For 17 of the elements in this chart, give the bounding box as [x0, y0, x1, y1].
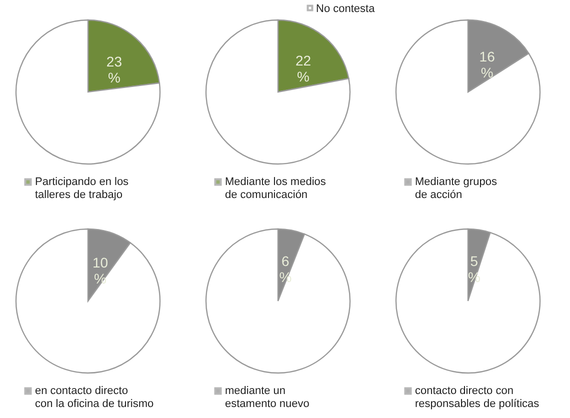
data-label: 23 %: [106, 53, 122, 86]
data-label: 10 %: [92, 254, 108, 286]
legend-label: mediante un estamento nuevo: [225, 385, 310, 410]
legend-label: Participando en los talleres de trabajo: [35, 176, 130, 201]
pie-slice: [15, 19, 161, 165]
pie-slice: [15, 228, 161, 374]
pie-slice: [205, 228, 351, 374]
legend-label: Mediante grupos de acción: [415, 176, 498, 201]
legend-label: No contesta: [316, 3, 376, 15]
data-label: 16 %: [479, 48, 496, 80]
legend-label: en contacto directo con la oficina de turismo: [35, 385, 154, 410]
pie-slice: [395, 228, 541, 374]
legend-label: Mediante los medios de comunicación: [225, 176, 326, 201]
data-label: 22 %: [295, 52, 312, 84]
pie-slice: [205, 19, 350, 165]
pie-slice: [395, 19, 541, 164]
legend-label: contacto directo con responsables de políticas: [415, 385, 540, 410]
